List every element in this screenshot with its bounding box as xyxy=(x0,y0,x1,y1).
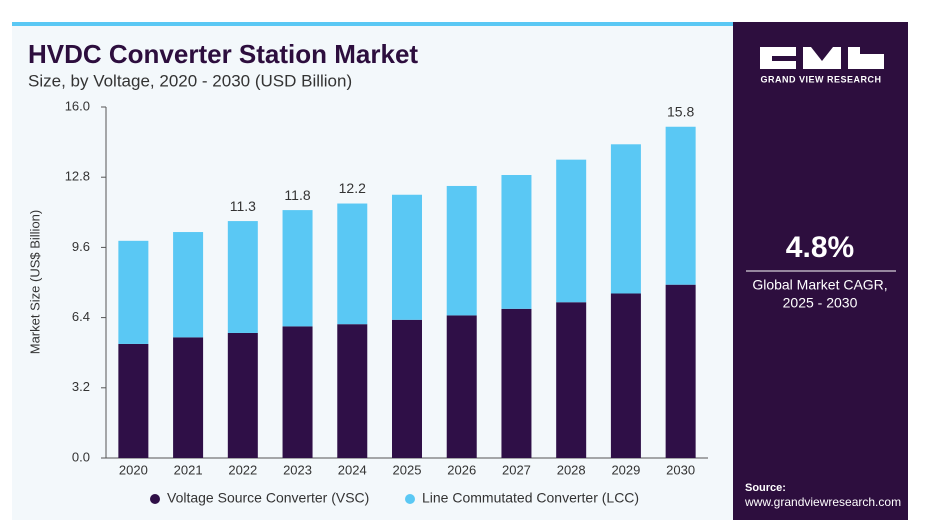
bar-segment xyxy=(501,308,532,458)
y-axis-label: Market Size (US$ Billion) xyxy=(27,210,42,355)
bar-segment xyxy=(337,324,368,458)
chart-subtitle: Size, by Voltage, 2020 - 2030 (USD Billi… xyxy=(28,71,352,90)
y-tick-label: 12.8 xyxy=(65,169,90,184)
bar-segment xyxy=(118,240,149,344)
x-tick-label: 2027 xyxy=(502,462,531,477)
bar-segment xyxy=(118,343,149,458)
x-tick-label: 2026 xyxy=(447,462,476,477)
x-tick-label: 2028 xyxy=(557,462,586,477)
x-tick-label: 2022 xyxy=(228,462,257,477)
bar-segment xyxy=(227,332,258,458)
bar-segment xyxy=(282,326,313,458)
cagr-period: 2025 - 2030 xyxy=(783,295,858,311)
bar-segment xyxy=(446,315,477,458)
source-label: Source: xyxy=(745,482,786,494)
x-tick-label: 2023 xyxy=(283,462,312,477)
bar-segment xyxy=(610,144,641,294)
card-top-strip xyxy=(12,22,733,26)
cagr-value: 4.8% xyxy=(786,231,854,264)
chart-title: HVDC Converter Station Market xyxy=(28,39,418,69)
bar-segment xyxy=(610,293,641,458)
bar-segment xyxy=(282,210,313,327)
cagr-label: Global Market CAGR, xyxy=(752,277,887,293)
bar-segment xyxy=(501,175,532,309)
total-label: 12.2 xyxy=(339,180,366,196)
legend-label: Line Commutated Converter (LCC) xyxy=(422,490,639,506)
bar-segment xyxy=(665,284,696,458)
total-label: 11.8 xyxy=(284,187,310,203)
y-tick-label: 3.2 xyxy=(72,379,90,394)
x-tick-label: 2025 xyxy=(393,462,422,477)
x-tick-label: 2030 xyxy=(666,462,695,477)
bar-segment xyxy=(392,319,422,458)
bar-segment xyxy=(337,203,368,325)
bar-segment xyxy=(227,221,258,333)
logo-cuts xyxy=(772,47,884,61)
source: www.grandviewresearch.com xyxy=(744,495,901,509)
x-tick-label: 2021 xyxy=(174,462,203,477)
y-tick-label: 9.6 xyxy=(72,239,90,254)
bar-segment xyxy=(446,185,477,316)
y-tick-label: 6.4 xyxy=(72,309,90,324)
total-label: 15.8 xyxy=(667,103,694,119)
bar-segment xyxy=(556,159,587,303)
bar-segment xyxy=(173,232,204,338)
bar-segment xyxy=(556,302,587,458)
x-tick-label: 2029 xyxy=(611,462,640,477)
x-tick-label: 2024 xyxy=(338,462,367,477)
bar-segment xyxy=(173,337,204,458)
total-label: 11.3 xyxy=(230,198,256,214)
legend-swatch xyxy=(150,494,160,504)
y-tick-label: 16.0 xyxy=(65,98,90,113)
x-tick-label: 2020 xyxy=(119,462,148,477)
legend-swatch xyxy=(405,494,415,504)
y-tick-label: 0.0 xyxy=(72,449,90,464)
bar-segment xyxy=(665,126,696,285)
legend-label: Voltage Source Converter (VSC) xyxy=(167,490,369,506)
brand: GRAND VIEW RESEARCH xyxy=(760,74,881,84)
bar-segment xyxy=(392,194,422,320)
